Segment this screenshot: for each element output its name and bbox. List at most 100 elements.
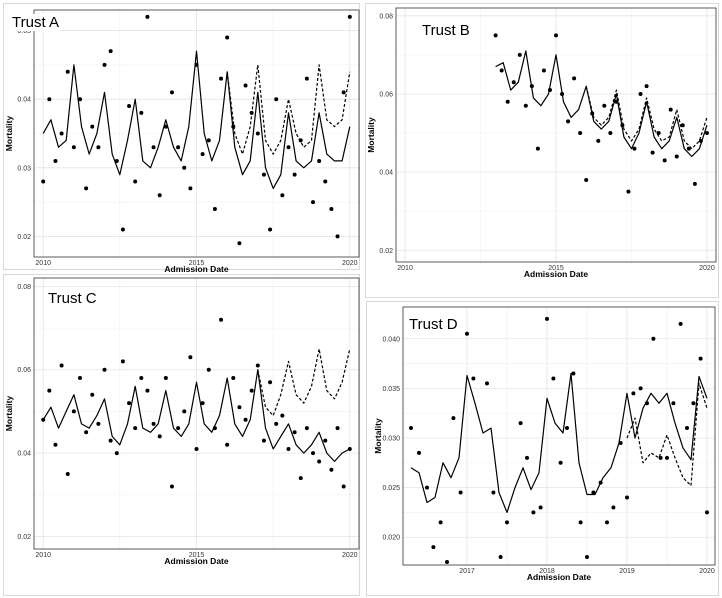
x-tick-label: 2019 bbox=[619, 568, 635, 575]
y-tick-label: 0.04 bbox=[17, 97, 31, 104]
observed-point bbox=[335, 426, 340, 431]
observed-point bbox=[114, 158, 119, 163]
observed-point bbox=[505, 99, 510, 104]
observed-point bbox=[671, 401, 676, 406]
observed-point bbox=[268, 227, 273, 232]
observed-point bbox=[691, 401, 696, 406]
observed-point bbox=[650, 150, 655, 155]
x-tick-label: 2020 bbox=[342, 552, 358, 559]
observed-point bbox=[678, 321, 683, 326]
observed-point bbox=[96, 145, 101, 150]
observed-point bbox=[572, 76, 577, 81]
observed-point bbox=[274, 421, 279, 426]
observed-point bbox=[274, 97, 279, 102]
observed-point bbox=[518, 421, 523, 426]
observed-point bbox=[558, 460, 563, 465]
observed-point bbox=[458, 490, 463, 495]
observed-point bbox=[317, 158, 322, 163]
y-axis-label: Mortality bbox=[4, 116, 14, 152]
observed-point bbox=[525, 455, 529, 460]
observed-point bbox=[298, 476, 303, 481]
observed-point bbox=[182, 409, 187, 414]
observed-point bbox=[157, 434, 162, 439]
observed-point bbox=[237, 241, 242, 246]
y-tick-label: 0.06 bbox=[379, 91, 393, 98]
plot-frame bbox=[33, 9, 360, 258]
observed-point bbox=[704, 131, 709, 136]
observed-point bbox=[698, 356, 703, 361]
y-tick-label: 0.08 bbox=[379, 13, 393, 20]
observed-point bbox=[169, 484, 174, 489]
observed-point bbox=[194, 446, 199, 451]
observed-point bbox=[84, 430, 89, 435]
observed-point bbox=[280, 413, 285, 418]
model-line bbox=[42, 50, 351, 189]
observed-point bbox=[585, 555, 589, 560]
chart-title: Trust B bbox=[420, 22, 472, 39]
observed-point bbox=[206, 138, 211, 143]
observed-point bbox=[169, 90, 174, 95]
y-tick-label: 0.020 bbox=[382, 535, 400, 542]
observed-point bbox=[127, 401, 132, 406]
observed-point bbox=[255, 363, 260, 368]
observed-point bbox=[243, 83, 248, 88]
chart-trust-a: 0.02 0.03 0.04 0.05 2010 2015 2020 Admission Da… bbox=[4, 9, 360, 274]
observed-point bbox=[108, 49, 113, 54]
observed-point bbox=[151, 145, 156, 150]
y-tick-label: 0.025 bbox=[382, 485, 400, 492]
x-tick-label: 2017 bbox=[459, 568, 475, 575]
observed-point bbox=[493, 33, 498, 38]
observed-point bbox=[538, 505, 543, 510]
observed-point bbox=[90, 392, 95, 397]
panel-trust-b: 0.02 0.04 0.06 0.08 2010 2015 2020 Admission Da… bbox=[365, 3, 719, 298]
observed-point bbox=[139, 110, 144, 115]
observed-point bbox=[335, 234, 340, 239]
observed-point bbox=[565, 426, 569, 431]
observed-point bbox=[317, 459, 322, 464]
observed-point bbox=[96, 421, 101, 426]
observed-point bbox=[535, 146, 540, 151]
observed-point bbox=[596, 138, 601, 143]
observed-point bbox=[304, 426, 309, 431]
observed-point bbox=[151, 421, 156, 426]
observed-point bbox=[77, 97, 82, 102]
observed-point bbox=[47, 388, 52, 393]
observed-point bbox=[77, 376, 82, 381]
model-line bbox=[42, 369, 351, 462]
observed-point bbox=[409, 426, 413, 431]
observed-point bbox=[139, 376, 144, 381]
observed-point bbox=[237, 405, 242, 410]
observed-point bbox=[341, 90, 346, 95]
observed-point bbox=[127, 104, 132, 109]
observed-point bbox=[578, 520, 583, 525]
observed-point bbox=[206, 367, 211, 372]
observed-point bbox=[625, 495, 629, 500]
y-tick-label: 0.035 bbox=[382, 386, 400, 393]
observed-point bbox=[685, 426, 689, 431]
x-tick-label: 2010 bbox=[35, 552, 51, 559]
observed-point bbox=[65, 471, 70, 476]
observed-point bbox=[329, 467, 334, 472]
observed-point bbox=[329, 206, 334, 211]
observed-point bbox=[71, 409, 76, 414]
y-tick-label: 0.08 bbox=[17, 284, 31, 291]
observed-point bbox=[551, 376, 556, 381]
observed-point bbox=[280, 193, 285, 198]
observed-point bbox=[566, 119, 571, 124]
chart-title: Trust D bbox=[407, 316, 460, 333]
observed-point bbox=[268, 380, 273, 385]
x-axis-label: Admission Date bbox=[527, 572, 592, 582]
observed-point bbox=[505, 520, 509, 525]
observed-point bbox=[261, 172, 266, 177]
observed-point bbox=[212, 206, 217, 211]
x-tick-label: 2020 bbox=[699, 568, 715, 575]
chart-trust-b: 0.02 0.04 0.06 0.08 2010 2015 2020 Admission Da… bbox=[366, 7, 717, 279]
chart-title: Trust C bbox=[46, 290, 99, 307]
counterfactual-line bbox=[626, 382, 708, 487]
observed-point bbox=[425, 485, 429, 490]
x-tick-label: 2015 bbox=[189, 260, 205, 267]
observed-point bbox=[451, 416, 456, 421]
observed-point bbox=[485, 381, 489, 386]
observed-point bbox=[499, 68, 504, 73]
observed-point bbox=[531, 510, 536, 515]
